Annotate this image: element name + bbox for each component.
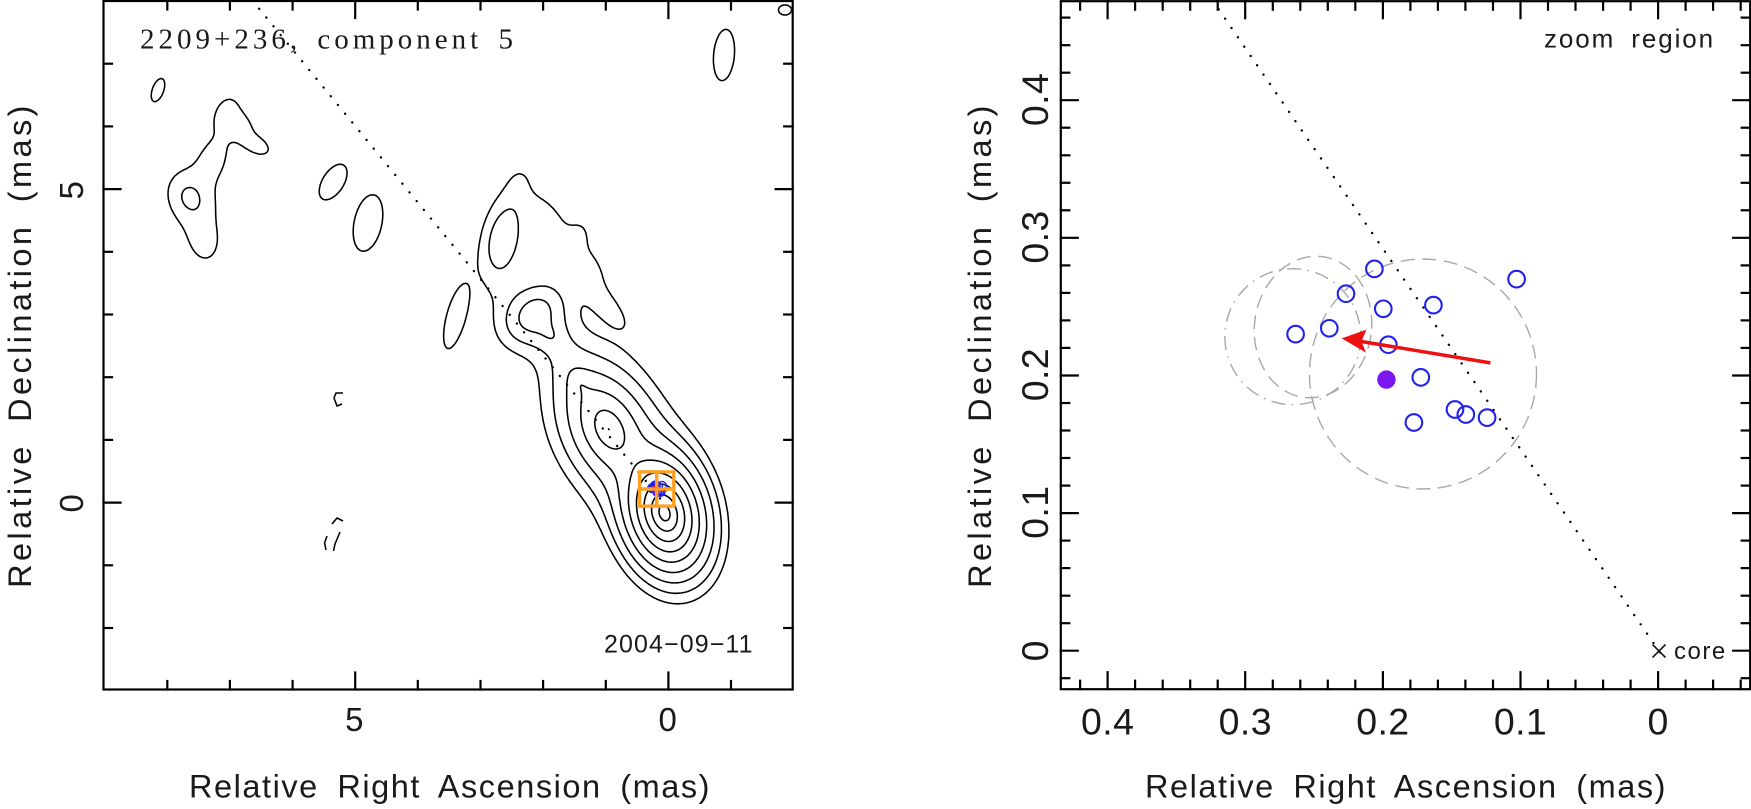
svg-text:Relative Declination (mas): Relative Declination (mas) [962,102,998,588]
svg-text:0.2: 0.2 [1014,348,1056,401]
svg-text:zoom region: zoom region [1544,24,1715,54]
svg-text:0.3: 0.3 [1014,210,1056,263]
svg-text:5: 5 [53,180,90,200]
svg-text:0.1: 0.1 [1494,700,1547,742]
svg-text:core: core [1674,638,1727,665]
svg-text:0.3: 0.3 [1219,700,1272,742]
svg-text:5: 5 [345,701,365,738]
svg-text:Relative Declination (mas): Relative Declination (mas) [2,102,38,588]
svg-text:0.2: 0.2 [1356,700,1409,742]
svg-text:0.1: 0.1 [1014,486,1056,539]
svg-text:Relative Right Ascension (mas): Relative Right Ascension (mas) [1145,769,1667,805]
svg-text:0: 0 [658,701,678,738]
svg-text:0: 0 [53,493,90,513]
svg-text:0.4: 0.4 [1014,73,1056,126]
svg-text:0: 0 [1647,700,1668,742]
svg-text:0: 0 [1014,640,1056,661]
svg-text:Relative Right Ascension (mas): Relative Right Ascension (mas) [189,769,711,805]
svg-text:0.4: 0.4 [1081,700,1134,742]
svg-text:2004−09−11: 2004−09−11 [604,631,754,659]
svg-text:2209+236, component 5: 2209+236, component 5 [140,23,517,55]
